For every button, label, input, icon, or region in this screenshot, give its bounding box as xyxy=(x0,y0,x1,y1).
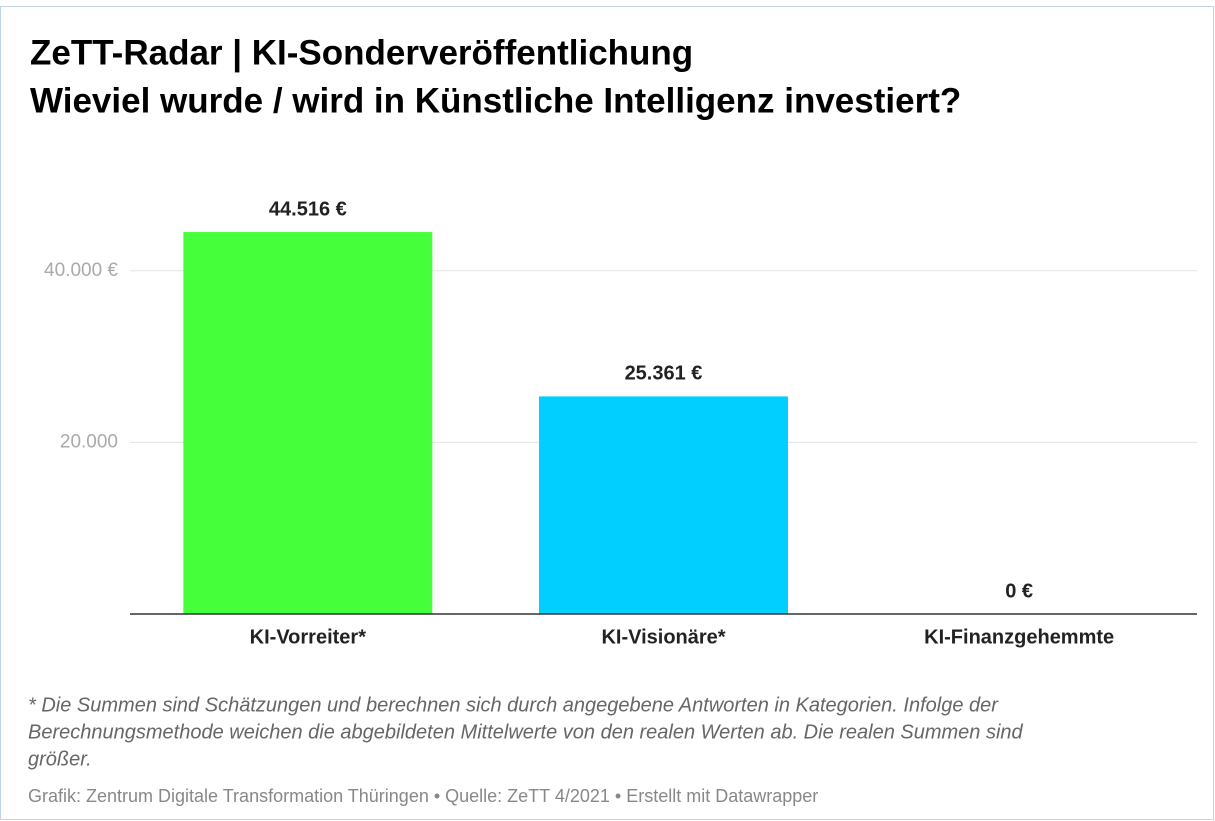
y-tick-label: 40.000 € xyxy=(44,260,118,281)
x-tick-label: KI-Visionäre* xyxy=(601,626,725,648)
footnote: * Die Summen sind Schätzungen und berech… xyxy=(28,694,999,716)
footnote: Berechnungsmethode weichen die abgebilde… xyxy=(28,721,1024,743)
chart-title: ZeTT-Radar | KI-Sonderveröffentlichung xyxy=(30,33,693,72)
x-tick-label: KI-Finanzgehemmte xyxy=(924,626,1114,648)
credit: Grafik: Zentrum Digitale Transformation … xyxy=(28,786,818,806)
value-label: 25.361 € xyxy=(625,363,703,385)
footnote: größer. xyxy=(28,748,92,770)
value-label: 44.516 € xyxy=(269,198,347,220)
y-tick-label: 20.000 xyxy=(60,431,118,452)
chart-subtitle: Wieviel wurde / wird in Künstliche Intel… xyxy=(30,81,961,120)
value-label: 0 € xyxy=(1005,580,1033,602)
bar xyxy=(183,232,433,614)
bar xyxy=(539,396,788,614)
x-tick-label: KI-Vorreiter* xyxy=(250,626,367,648)
